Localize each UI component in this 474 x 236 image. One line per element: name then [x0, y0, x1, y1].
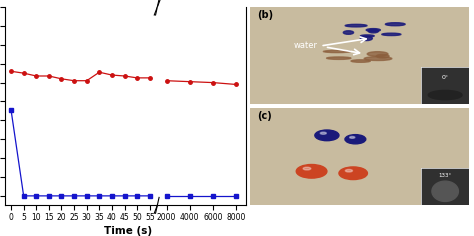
- Ellipse shape: [366, 29, 380, 31]
- Ellipse shape: [346, 169, 353, 172]
- C2-PDMS: [109, 74, 115, 76]
- Text: (b): (b): [257, 10, 273, 20]
- Line: C2-PDMS: C2-PDMS: [9, 70, 152, 82]
- Line: C2: C2: [9, 108, 152, 198]
- Ellipse shape: [364, 57, 392, 60]
- Ellipse shape: [367, 52, 388, 56]
- C2-PDMS: [84, 79, 90, 82]
- C2-PDMS: [71, 79, 77, 82]
- Ellipse shape: [361, 35, 374, 37]
- C2: [8, 109, 14, 111]
- Ellipse shape: [376, 54, 389, 58]
- Ellipse shape: [385, 23, 405, 26]
- C2-PDMS: [46, 75, 52, 77]
- C2: [134, 194, 140, 197]
- Ellipse shape: [345, 24, 367, 27]
- C2: [122, 194, 128, 197]
- Text: water: water: [294, 42, 318, 51]
- C2-PDMS: [97, 71, 102, 74]
- C2: [71, 194, 77, 197]
- Text: Time (s): Time (s): [104, 226, 152, 236]
- Ellipse shape: [315, 130, 339, 141]
- C2: [147, 194, 153, 197]
- C2: [46, 194, 52, 197]
- C2-PDMS: [59, 77, 64, 80]
- C2-PDMS: [34, 75, 39, 77]
- C2: [59, 194, 64, 197]
- C2: [109, 194, 115, 197]
- C2: [84, 194, 90, 197]
- Ellipse shape: [360, 36, 373, 41]
- Ellipse shape: [296, 164, 327, 178]
- Ellipse shape: [323, 50, 351, 53]
- C2-PDMS: [8, 70, 14, 73]
- Legend: C2, C2-PDMS: C2, C2-PDMS: [327, 9, 383, 35]
- C2-PDMS: [122, 75, 128, 77]
- Ellipse shape: [327, 57, 351, 59]
- C2: [34, 194, 39, 197]
- C2-PDMS: [147, 76, 153, 79]
- C2: [21, 194, 27, 197]
- Ellipse shape: [350, 136, 355, 138]
- Ellipse shape: [345, 135, 366, 144]
- Ellipse shape: [351, 60, 370, 62]
- Ellipse shape: [368, 29, 379, 33]
- C2-PDMS: [134, 76, 140, 79]
- Ellipse shape: [303, 167, 311, 170]
- Ellipse shape: [382, 33, 401, 36]
- C2: [97, 194, 102, 197]
- Text: (c): (c): [257, 111, 272, 121]
- Ellipse shape: [320, 132, 326, 134]
- C2-PDMS: [21, 72, 27, 75]
- Ellipse shape: [343, 31, 354, 34]
- Ellipse shape: [339, 167, 367, 180]
